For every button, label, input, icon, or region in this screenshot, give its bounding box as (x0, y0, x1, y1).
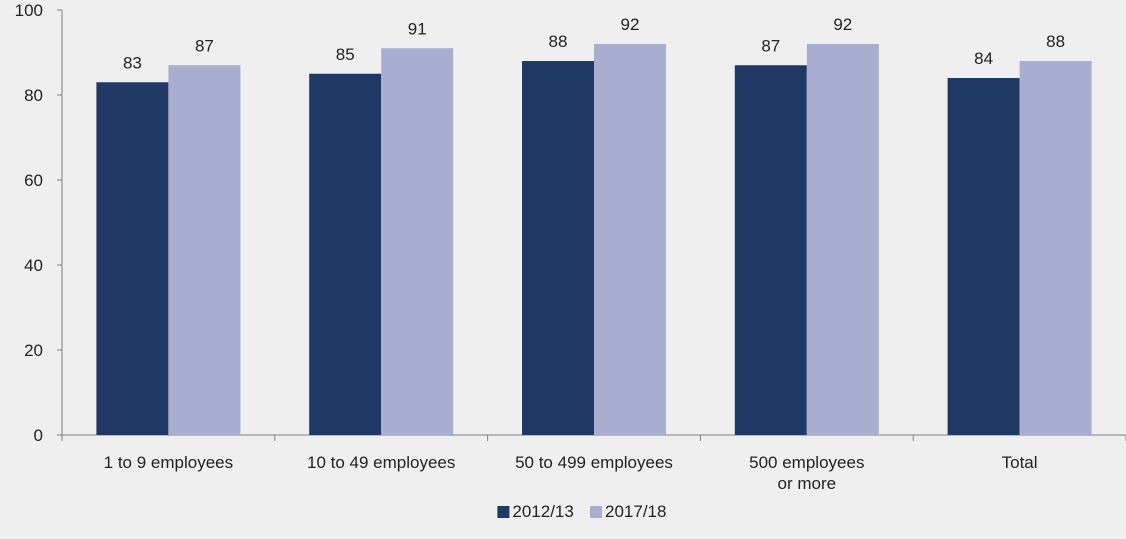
bar-2017-18 (168, 65, 241, 435)
y-tick-label: 100 (15, 1, 43, 20)
legend: 2012/13 2017/18 (497, 502, 666, 521)
data-label: 87 (761, 36, 780, 55)
bar-2017-18 (1019, 61, 1092, 435)
bar-2017-18 (381, 48, 454, 435)
y-tick-label: 0 (34, 426, 43, 445)
x-category-label: 1 to 9 employees (104, 453, 233, 472)
data-label: 85 (336, 45, 355, 64)
bar-2012-13 (96, 82, 169, 435)
legend-label: 2012/13 (512, 502, 573, 521)
bar-2017-18 (594, 44, 666, 435)
x-category-label: Total (1002, 453, 1038, 472)
data-label: 92 (621, 15, 640, 34)
data-label: 88 (549, 32, 568, 51)
x-category-label: 500 employees or more (749, 453, 864, 493)
bar-2012-13 (734, 65, 807, 435)
y-tick-label: 60 (24, 171, 43, 190)
bars (96, 44, 1092, 435)
bar-2012-13 (947, 78, 1020, 435)
x-category-label: 10 to 49 employees (307, 453, 455, 472)
legend-label: 2017/18 (605, 502, 666, 521)
data-label: 83 (123, 53, 142, 72)
bar-2012-13 (309, 73, 382, 435)
legend-swatch (497, 506, 510, 518)
data-labels: 83 85 88 87 84 87 91 92 92 88 (123, 15, 1065, 72)
data-label: 87 (195, 36, 214, 55)
axes: 0 20 40 60 80 100 1 to 9 employees 10 to 49 emp… (15, 1, 1126, 493)
y-tick-label: 80 (24, 86, 43, 105)
data-label: 88 (1046, 32, 1065, 51)
bar-2012-13 (522, 61, 594, 435)
y-tick-label: 20 (24, 341, 43, 360)
y-tick-label: 40 (24, 256, 43, 275)
legend-swatch (590, 506, 602, 518)
x-category-label: 50 to 499 employees (515, 453, 673, 472)
data-label: 84 (974, 49, 993, 68)
bar-2017-18 (806, 44, 879, 435)
data-label: 92 (833, 15, 852, 34)
data-label: 91 (408, 19, 427, 38)
